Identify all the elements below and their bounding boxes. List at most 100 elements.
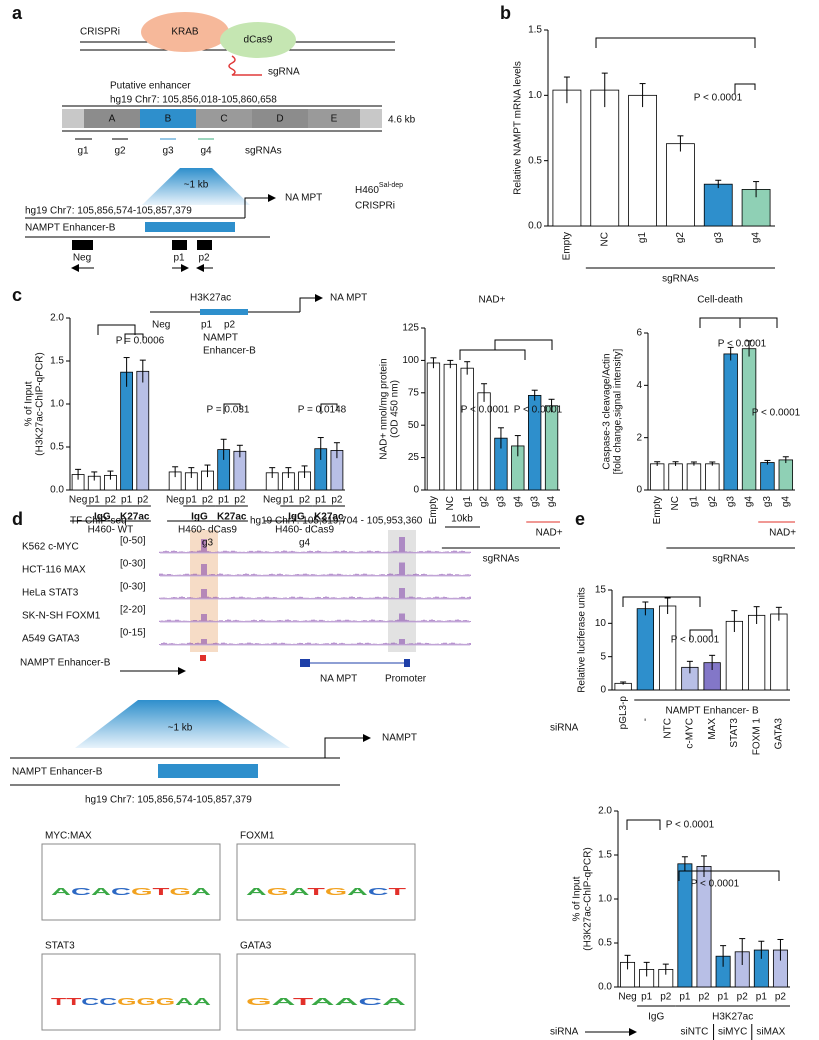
motif-box (236, 953, 416, 1031)
x-tick-label: p1 (315, 495, 327, 506)
logo-letter: T (307, 887, 324, 898)
y-tick-label: 0.0 (528, 221, 542, 232)
bar (703, 183, 733, 227)
group-label: sgRNAs (712, 554, 749, 565)
logo-letter: C (368, 887, 389, 898)
x-tick-label: g3 (529, 496, 540, 508)
x-tick-label: p1 (186, 495, 198, 506)
y-tick-label: 2.0 (598, 806, 612, 817)
p-value: P = 0.0148 (298, 405, 347, 416)
label: g2 (114, 146, 126, 157)
bracket (320, 403, 338, 414)
y-tick-label: 1.5 (528, 25, 542, 36)
label: NAMPT Enhancer-B (20, 658, 111, 669)
group-label: IgG (94, 512, 111, 523)
p-value: P < 0.0001 (666, 820, 715, 831)
group-label: NAMPT Enhancer- B (666, 706, 760, 717)
logo-letter: G (117, 997, 137, 1008)
y-tick-label: 10 (595, 618, 607, 629)
bar (666, 143, 695, 227)
label: ~1 kb (168, 723, 193, 734)
label: g3 (162, 146, 174, 157)
row-label: siRNA (550, 1027, 579, 1038)
y-tick-label: 15 (595, 585, 607, 596)
track-range: [2-20] (120, 605, 146, 616)
logo-letter: G (131, 887, 153, 898)
track-signal (159, 537, 471, 553)
label: Putative enhancer (110, 81, 191, 92)
group-label: H3K27ac (712, 1012, 753, 1023)
x-tick-label: p2 (202, 495, 214, 506)
logo-letter: C (71, 887, 91, 898)
x-tick-label: p2 (234, 495, 246, 506)
label: Neg (152, 320, 170, 331)
y-axis-label: Relative NAMPT mRNA levels (513, 61, 524, 195)
p-value: P < 0.0001 (461, 405, 510, 416)
bar (426, 362, 441, 491)
x-tick-label: NC (445, 496, 456, 510)
bar (741, 348, 757, 491)
y-tick-label: 50 (408, 420, 420, 431)
segment (84, 109, 140, 128)
label: E (331, 114, 338, 125)
x-tick-label: Neg (69, 495, 87, 506)
x-tick-label: g4 (512, 496, 523, 508)
x-tick-label: Empty (652, 496, 663, 524)
bracket (124, 333, 144, 344)
y-tick-label: 1.0 (528, 90, 542, 101)
panel-label: d (12, 509, 23, 529)
panel-label: a (12, 3, 23, 23)
y-tick-label: 0.5 (50, 442, 64, 453)
label: KRAB (171, 27, 199, 38)
logo-letter: A (246, 887, 267, 898)
y-tick-label: 2.0 (50, 313, 64, 324)
track-range: [0-30] (120, 559, 146, 570)
bracket (699, 317, 741, 328)
motif-title: FOXM1 (240, 831, 275, 842)
treatment-label: NAD+ (536, 528, 563, 539)
x-tick-label: p2 (698, 992, 710, 1003)
logo-letter: G (246, 997, 272, 1008)
bar (668, 463, 683, 491)
vector-label: pGL3-p (618, 696, 629, 730)
label: C (220, 114, 227, 125)
logo-letter: A (347, 887, 368, 898)
dcas9 (220, 22, 296, 58)
bracket (97, 324, 136, 335)
bracket (595, 37, 756, 48)
panel-label: e (575, 509, 585, 529)
x-tick-label: GATA3 (774, 718, 785, 750)
x-tick-label: g1 (689, 496, 700, 508)
bracket (689, 629, 713, 640)
p-value: P < 0.0001 (752, 408, 801, 419)
y-tick-label: 1.0 (598, 894, 612, 905)
y-tick-label: 0 (636, 485, 642, 496)
bracket (223, 403, 241, 414)
x-tick-label: NC (670, 496, 681, 510)
x-tick-label: p1 (283, 495, 295, 506)
logo-letter: C (111, 887, 131, 898)
label: NA MPT (320, 674, 357, 685)
track-range: [0-50] (120, 536, 146, 547)
label: Sal-dep (379, 182, 403, 189)
segment (140, 109, 196, 128)
y-axis-label: (H3K27ac-ChIP-qPCR) (583, 847, 594, 950)
logo-letter: A (175, 997, 193, 1008)
p-value: P = 0.031 (207, 405, 250, 416)
x-tick-label: p2 (331, 495, 343, 506)
logo-letter: A (91, 887, 111, 898)
group-label: sgRNAs (662, 274, 699, 285)
y-tick-label: 25 (408, 452, 420, 463)
logo-letter: A (51, 887, 71, 898)
bar (443, 363, 457, 491)
label: D (276, 114, 283, 125)
p-value: P < 0.0001 (671, 635, 720, 646)
label: A (109, 114, 116, 125)
label: hg19 Chr7: 105,856,018-105,860,658 (110, 95, 277, 106)
label: p1 (201, 320, 213, 331)
x-tick-label: g4 (751, 232, 762, 244)
p-value: P < 0.0001 (694, 93, 743, 104)
y-tick-label: 75 (408, 387, 420, 398)
label: NAMPT (203, 333, 238, 344)
